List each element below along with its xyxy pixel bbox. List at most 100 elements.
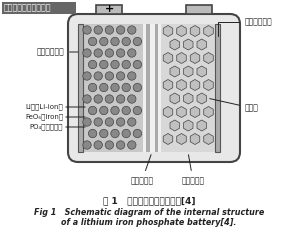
Circle shape: [133, 129, 142, 138]
Bar: [186, 5, 212, 14]
Circle shape: [128, 26, 136, 34]
Text: PO₄（磷化物）: PO₄（磷化物）: [30, 124, 63, 130]
Circle shape: [128, 118, 136, 126]
Circle shape: [83, 141, 91, 149]
Circle shape: [105, 72, 114, 80]
Polygon shape: [190, 106, 200, 118]
Circle shape: [111, 60, 119, 69]
Bar: [78, 24, 83, 152]
Polygon shape: [190, 25, 200, 36]
Polygon shape: [184, 93, 193, 104]
Text: +: +: [104, 5, 114, 15]
Circle shape: [117, 118, 125, 126]
Polygon shape: [184, 120, 193, 131]
Text: of a lithium iron phosphate battery[4].: of a lithium iron phosphate battery[4].: [61, 218, 237, 227]
Bar: [215, 24, 220, 152]
Bar: [146, 24, 150, 152]
Polygon shape: [163, 134, 173, 144]
Text: 电解质: 电解质: [210, 99, 259, 113]
Circle shape: [117, 141, 125, 149]
Polygon shape: [204, 25, 213, 36]
Circle shape: [117, 26, 125, 34]
Polygon shape: [177, 79, 186, 90]
Polygon shape: [170, 66, 179, 77]
Circle shape: [100, 37, 108, 46]
Circle shape: [94, 118, 103, 126]
Circle shape: [100, 106, 108, 115]
Circle shape: [133, 37, 142, 46]
Circle shape: [83, 95, 91, 103]
Polygon shape: [170, 120, 179, 131]
FancyBboxPatch shape: [2, 2, 76, 14]
Circle shape: [122, 60, 131, 69]
Bar: [96, 5, 122, 14]
Polygon shape: [163, 79, 173, 90]
Circle shape: [105, 49, 114, 57]
Circle shape: [100, 60, 108, 69]
Polygon shape: [190, 134, 200, 144]
Polygon shape: [170, 93, 179, 104]
Circle shape: [94, 95, 103, 103]
Circle shape: [128, 49, 136, 57]
Circle shape: [111, 37, 119, 46]
Polygon shape: [177, 106, 186, 118]
Circle shape: [94, 26, 103, 34]
Circle shape: [128, 95, 136, 103]
Polygon shape: [163, 106, 173, 118]
Circle shape: [83, 49, 91, 57]
Text: 图 1   磷酸铁锂电池内部结构[4]: 图 1 磷酸铁锂电池内部结构[4]: [103, 196, 195, 205]
Circle shape: [89, 37, 97, 46]
Text: 正极（铝箔）: 正极（铝箔）: [36, 48, 78, 56]
Circle shape: [83, 26, 91, 34]
Text: FeO₆（iron）: FeO₆（iron）: [25, 114, 63, 120]
Circle shape: [111, 83, 119, 92]
Circle shape: [128, 141, 136, 149]
Polygon shape: [177, 53, 186, 64]
Circle shape: [122, 37, 131, 46]
Text: 磷（石墨）: 磷（石墨）: [181, 155, 204, 185]
Circle shape: [133, 60, 142, 69]
Circle shape: [89, 106, 97, 115]
Text: 磷酸铁锂电池内部结构: 磷酸铁锂电池内部结构: [4, 4, 52, 13]
Polygon shape: [197, 93, 207, 104]
FancyBboxPatch shape: [68, 14, 240, 162]
Polygon shape: [204, 53, 213, 64]
Bar: [83, 24, 143, 152]
Text: 负极（铜箔）: 负极（铜箔）: [218, 18, 273, 36]
Polygon shape: [184, 66, 193, 77]
Polygon shape: [177, 134, 186, 144]
Polygon shape: [190, 79, 200, 90]
Text: 聚合物隔膜: 聚合物隔膜: [131, 155, 153, 185]
Circle shape: [117, 72, 125, 80]
Polygon shape: [204, 134, 213, 144]
Circle shape: [133, 83, 142, 92]
Circle shape: [111, 106, 119, 115]
Polygon shape: [163, 53, 173, 64]
Circle shape: [100, 83, 108, 92]
Circle shape: [94, 49, 103, 57]
Circle shape: [117, 49, 125, 57]
Polygon shape: [170, 39, 179, 50]
Circle shape: [105, 118, 114, 126]
Bar: [161, 24, 215, 152]
Text: Fig 1   Schematic diagram of the internal structure: Fig 1 Schematic diagram of the internal …: [34, 208, 264, 217]
Circle shape: [83, 118, 91, 126]
Polygon shape: [204, 106, 213, 118]
Bar: [143, 24, 161, 152]
Polygon shape: [197, 66, 207, 77]
Polygon shape: [190, 53, 200, 64]
Circle shape: [89, 83, 97, 92]
Circle shape: [89, 60, 97, 69]
Polygon shape: [197, 39, 207, 50]
Circle shape: [89, 129, 97, 138]
Polygon shape: [204, 79, 213, 90]
Circle shape: [94, 72, 103, 80]
Circle shape: [111, 129, 119, 138]
Circle shape: [100, 129, 108, 138]
Polygon shape: [184, 39, 193, 50]
Circle shape: [122, 106, 131, 115]
Polygon shape: [197, 120, 207, 131]
Polygon shape: [163, 25, 173, 36]
Text: Li＋（Li-ion）: Li＋（Li-ion）: [25, 104, 63, 110]
Polygon shape: [177, 25, 186, 36]
